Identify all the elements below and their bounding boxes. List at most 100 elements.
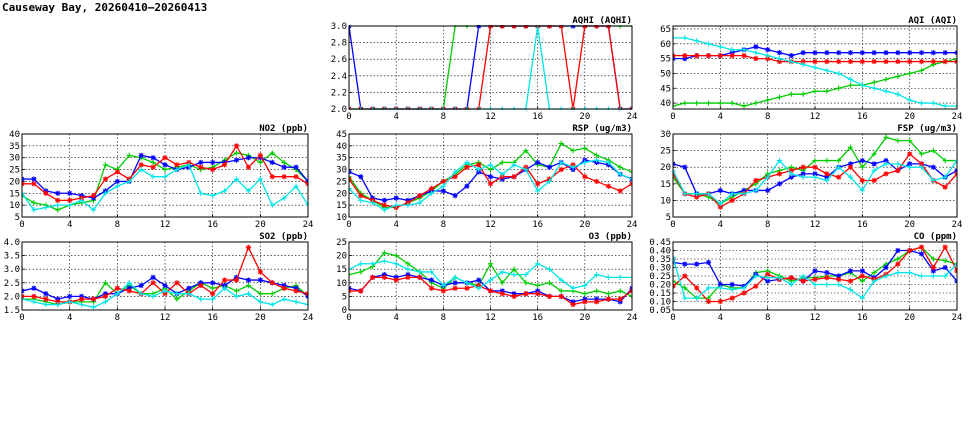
- data-point: [198, 159, 204, 166]
- y-tick-label: 2.8: [331, 39, 347, 49]
- data-point: [918, 244, 925, 250]
- data-point: [546, 280, 553, 286]
- series-area: [673, 35, 957, 109]
- data-point: [954, 58, 957, 65]
- page-title: Causeway Bay, 20260410—20260413: [2, 1, 208, 14]
- data-point: [836, 85, 842, 91]
- data-point: [174, 162, 180, 168]
- data-point: [440, 178, 446, 185]
- y-tick-label: 45: [660, 84, 671, 94]
- data-point: [349, 272, 352, 278]
- data-point: [90, 207, 97, 213]
- data-point: [930, 256, 936, 262]
- data-point: [523, 166, 529, 173]
- data-point: [942, 174, 948, 180]
- y-tick-label: 5: [666, 213, 671, 223]
- data-point: [694, 295, 700, 301]
- data-point: [393, 261, 399, 267]
- data-point: [558, 166, 564, 173]
- data-point: [895, 138, 901, 144]
- data-point: [682, 53, 688, 59]
- data-point: [210, 193, 216, 199]
- data-point: [673, 167, 676, 174]
- data-point: [824, 58, 830, 65]
- data-point: [393, 253, 399, 259]
- chart-title: FSP (ug/m3): [897, 124, 957, 134]
- y-tick-label: 25: [336, 238, 347, 248]
- data-point: [582, 282, 588, 289]
- data-point: [859, 50, 865, 56]
- data-point: [859, 58, 865, 65]
- data-point: [393, 277, 399, 283]
- data-point: [694, 100, 700, 106]
- data-point: [942, 273, 948, 279]
- data-point: [369, 200, 376, 206]
- data-point: [629, 293, 632, 299]
- data-point: [162, 155, 168, 161]
- data-point: [269, 291, 275, 297]
- data-point: [617, 188, 623, 194]
- data-point: [31, 176, 37, 182]
- y-tick-label: 35: [9, 142, 20, 152]
- data-point: [233, 150, 240, 156]
- data-point: [859, 273, 865, 279]
- data-point: [800, 273, 806, 279]
- data-point: [942, 157, 948, 164]
- data-point: [487, 162, 494, 168]
- x-tick-label: 20: [579, 220, 590, 230]
- y-tick-label: 25: [660, 147, 671, 157]
- data-point: [717, 298, 723, 305]
- data-point: [162, 282, 168, 289]
- y-tick-label: 0.45: [649, 238, 671, 248]
- data-point: [245, 282, 252, 289]
- data-point: [954, 278, 957, 284]
- x-tick-label: 8: [765, 220, 770, 230]
- y-tick-label: 3.0: [331, 22, 347, 32]
- data-point: [800, 278, 806, 284]
- data-point: [765, 174, 771, 180]
- data-point: [452, 274, 458, 280]
- data-point: [198, 282, 204, 289]
- data-point: [954, 103, 957, 109]
- data-point: [753, 177, 759, 184]
- data-point: [836, 157, 842, 164]
- x-tick-label: 12: [485, 220, 496, 230]
- data-point: [487, 288, 494, 294]
- data-point: [812, 164, 818, 170]
- data-point: [417, 193, 423, 199]
- data-point: [836, 174, 842, 180]
- data-point: [90, 296, 97, 302]
- data-point: [67, 197, 73, 203]
- data-point: [162, 288, 168, 294]
- data-point: [126, 178, 132, 185]
- data-point: [682, 100, 688, 106]
- data-point: [245, 164, 252, 170]
- y-tick-label: 60: [660, 40, 671, 50]
- data-point: [930, 177, 936, 184]
- data-point: [381, 197, 387, 203]
- data-point: [895, 256, 901, 262]
- data-point: [847, 144, 854, 150]
- data-point: [440, 288, 446, 294]
- data-point: [930, 273, 936, 279]
- y-tick-label: 50: [660, 69, 671, 79]
- x-tick-label: 24: [303, 313, 314, 323]
- x-tick-label: 20: [255, 313, 266, 323]
- data-point: [102, 190, 109, 196]
- data-point: [673, 35, 676, 41]
- data-point: [269, 301, 275, 308]
- data-point: [942, 184, 948, 190]
- data-point: [150, 155, 156, 161]
- y-tick-label: 40: [336, 142, 347, 152]
- y-tick-label: 2.2: [331, 88, 347, 98]
- data-point: [405, 261, 411, 267]
- data-point: [405, 266, 411, 272]
- y-tick-label: 55: [660, 55, 671, 65]
- data-point: [705, 41, 712, 47]
- data-point: [753, 44, 759, 50]
- data-point: [269, 174, 275, 180]
- data-point: [31, 293, 37, 299]
- data-point: [812, 268, 818, 274]
- data-point: [452, 169, 458, 175]
- data-point: [594, 152, 600, 158]
